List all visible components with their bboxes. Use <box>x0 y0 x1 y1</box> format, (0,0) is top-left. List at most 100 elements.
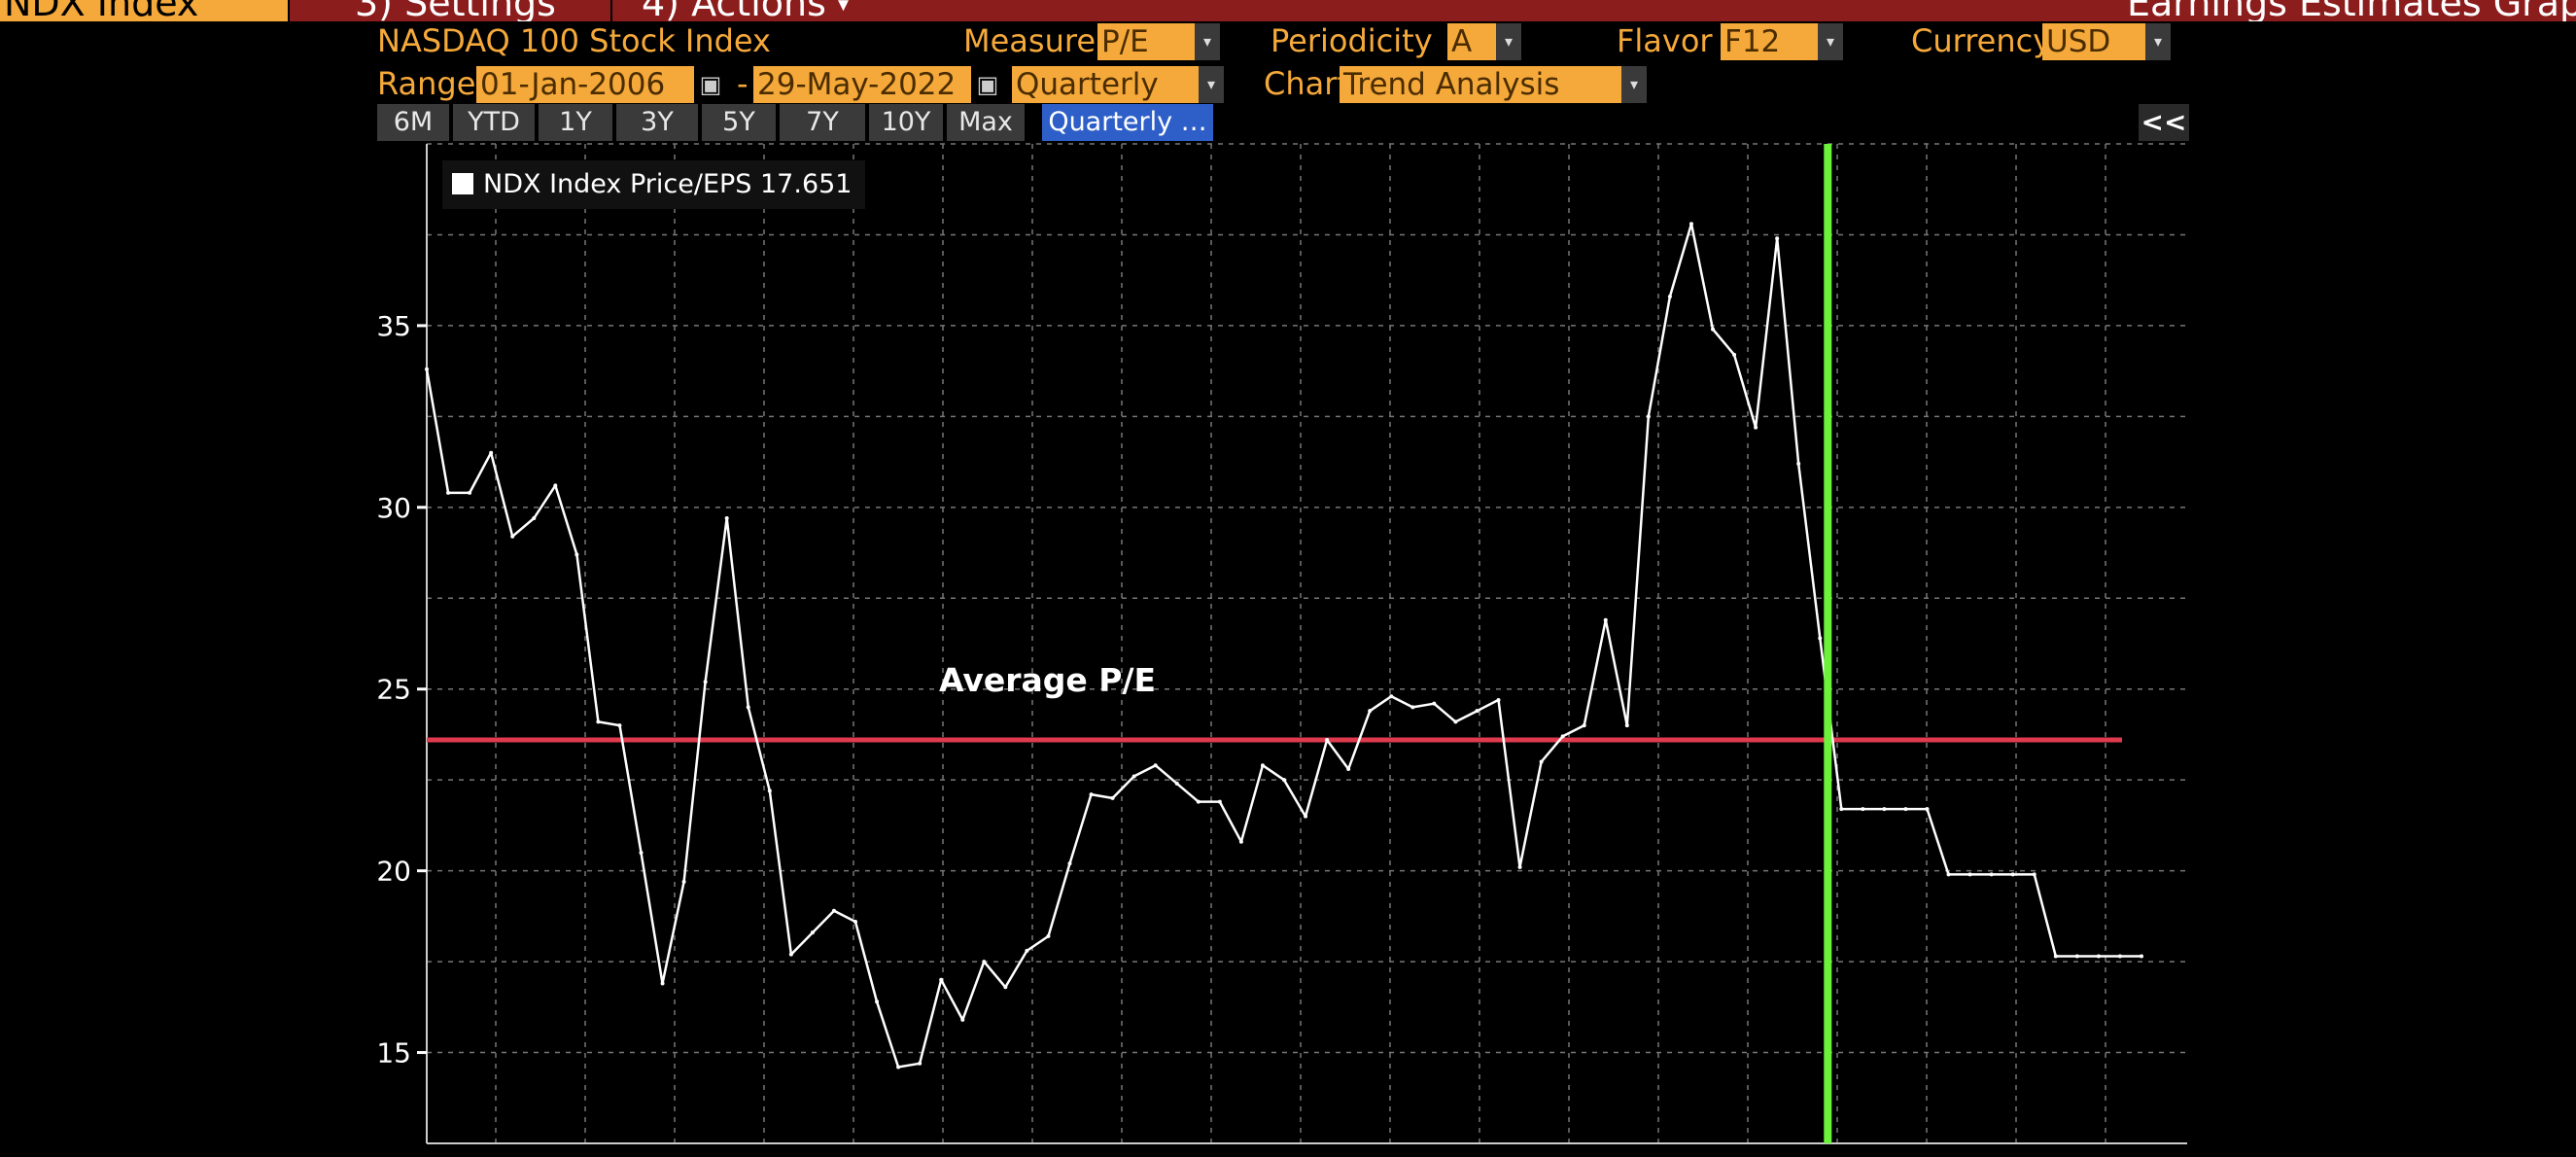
pe-data-point <box>1131 774 1136 779</box>
pe-data-point <box>1453 719 1458 724</box>
pe-data-point <box>1496 697 1501 702</box>
pe-data-point <box>596 719 601 724</box>
pe-data-point <box>1560 734 1565 739</box>
pe-data-point <box>703 680 708 684</box>
pe-data-point <box>1539 759 1544 764</box>
actions-menu-label: 4) Actions <box>642 0 826 21</box>
estimate-start-marker <box>1824 144 1832 1143</box>
calendar-icon[interactable]: ▣ <box>976 71 999 98</box>
currency-label: Currency <box>1911 22 2052 59</box>
pe-data-point <box>532 516 537 521</box>
pe-data-point <box>1153 763 1158 768</box>
index-name: NASDAQ 100 Stock Index <box>377 22 771 59</box>
range-separator: - <box>737 65 748 102</box>
menu-divider <box>610 0 612 21</box>
pe-data-point <box>875 999 880 1004</box>
ticker-tab[interactable]: NDX Index <box>0 0 288 21</box>
pe-data-point <box>831 908 836 913</box>
pe-data-point <box>939 977 944 982</box>
pe-data-point <box>1882 807 1887 812</box>
pe-data-point <box>1368 709 1373 714</box>
periodicity-field[interactable]: A <box>1447 23 1496 60</box>
pe-data-point <box>788 952 793 957</box>
pe-data-point <box>1304 814 1308 819</box>
range-button-7y[interactable]: 7Y <box>780 104 865 141</box>
pe-data-point <box>1238 839 1243 844</box>
chevron-down-icon[interactable]: ▾ <box>1199 66 1224 103</box>
chart-legend: NDX Index Price/EPS 17.651 <box>442 160 866 209</box>
range-button-1y[interactable]: 1Y <box>539 104 612 141</box>
pe-data-point <box>1903 807 1908 812</box>
chevron-down-icon: ▾ <box>837 0 850 18</box>
y-tick-label: 25 <box>376 674 411 706</box>
pe-data-point <box>1624 723 1629 728</box>
pe-data-point <box>1582 723 1586 728</box>
pe-data-point <box>724 516 729 521</box>
pe-data-point <box>982 960 987 964</box>
y-tick-label: 20 <box>376 856 411 888</box>
pe-data-point <box>1089 792 1094 797</box>
pe-data-point <box>1775 236 1780 241</box>
pe-data-point <box>1967 872 1972 877</box>
pe-data-point <box>1046 933 1051 938</box>
range-button-max[interactable]: Max <box>947 104 1025 141</box>
chevron-down-icon[interactable]: ▾ <box>1818 23 1843 60</box>
pe-data-point <box>2096 954 2101 959</box>
pe-data-point <box>660 981 665 986</box>
pe-data-point <box>1688 222 1693 227</box>
pe-data-point <box>1389 694 1394 699</box>
pe-data-point <box>446 490 451 495</box>
pe-data-point <box>510 534 515 539</box>
collapse-panel-button[interactable]: << <box>2139 104 2189 141</box>
pe-data-point <box>553 483 558 488</box>
chevron-down-icon[interactable]: ▾ <box>1496 23 1521 60</box>
legend-label: NDX Index Price/EPS 17.651 <box>483 169 853 199</box>
pe-data-point <box>681 879 686 884</box>
y-tick-label: 35 <box>376 310 411 342</box>
pe-data-point <box>1410 705 1415 710</box>
range-end-field[interactable]: 29-May-2022 <box>753 66 971 103</box>
chart-type-field[interactable]: Trend Analysis <box>1340 66 1621 103</box>
chart-label: Chart <box>1264 65 1349 102</box>
pe-data-point <box>960 1017 965 1022</box>
y-tick-label: 30 <box>376 492 411 524</box>
actions-menu[interactable]: 4) Actions ▾ <box>642 0 849 21</box>
pe-data-point <box>1025 948 1029 953</box>
average-pe-label: Average P/E <box>939 661 1157 699</box>
range-label: Range <box>377 65 476 102</box>
flavor-label: Flavor <box>1617 22 1713 59</box>
range-button-ytd[interactable]: YTD <box>453 104 535 141</box>
pe-data-point <box>746 705 750 710</box>
range-period-field[interactable]: Quarterly <box>1012 66 1199 103</box>
top-menu-bar: NDX Index 3) Settings 4) Actions ▾ Earni… <box>0 0 2576 21</box>
currency-field[interactable]: USD <box>2042 23 2145 60</box>
range-button-5y[interactable]: 5Y <box>702 104 776 141</box>
flavor-field[interactable]: F12 <box>1721 23 1818 60</box>
pe-data-point <box>1711 327 1715 332</box>
chevron-down-icon[interactable]: ▾ <box>1621 66 1647 103</box>
range-button-10y[interactable]: 10Y <box>869 104 943 141</box>
pe-data-point <box>1839 807 1844 812</box>
pe-data-point <box>1110 795 1115 800</box>
settings-menu[interactable]: 3) Settings <box>355 0 556 21</box>
calendar-icon[interactable]: ▣ <box>699 71 722 98</box>
pe-data-point <box>853 919 857 924</box>
chevron-down-icon[interactable]: ▾ <box>2145 23 2171 60</box>
pe-data-point <box>1217 799 1222 804</box>
pe-data-point <box>1603 617 1608 622</box>
periodicity-label: Periodicity <box>1271 22 1433 59</box>
pe-data-point <box>1754 425 1758 430</box>
pe-data-point <box>2074 954 2079 959</box>
range-button-3y[interactable]: 3Y <box>616 104 698 141</box>
pe-data-point <box>2010 872 2015 877</box>
pe-data-point <box>574 552 579 557</box>
measure-field[interactable]: P/E <box>1097 23 1195 60</box>
pe-data-point <box>1003 985 1008 990</box>
range-button-6m[interactable]: 6M <box>377 104 449 141</box>
screen-title: Earnings Estimates Graph <box>2127 0 2576 21</box>
range-start-field[interactable]: 01-Jan-2006 <box>476 66 694 103</box>
range-button-quarterly[interactable]: Quarterly … <box>1042 104 1213 141</box>
chevron-down-icon[interactable]: ▾ <box>1195 23 1220 60</box>
pe-data-point <box>1861 807 1865 812</box>
